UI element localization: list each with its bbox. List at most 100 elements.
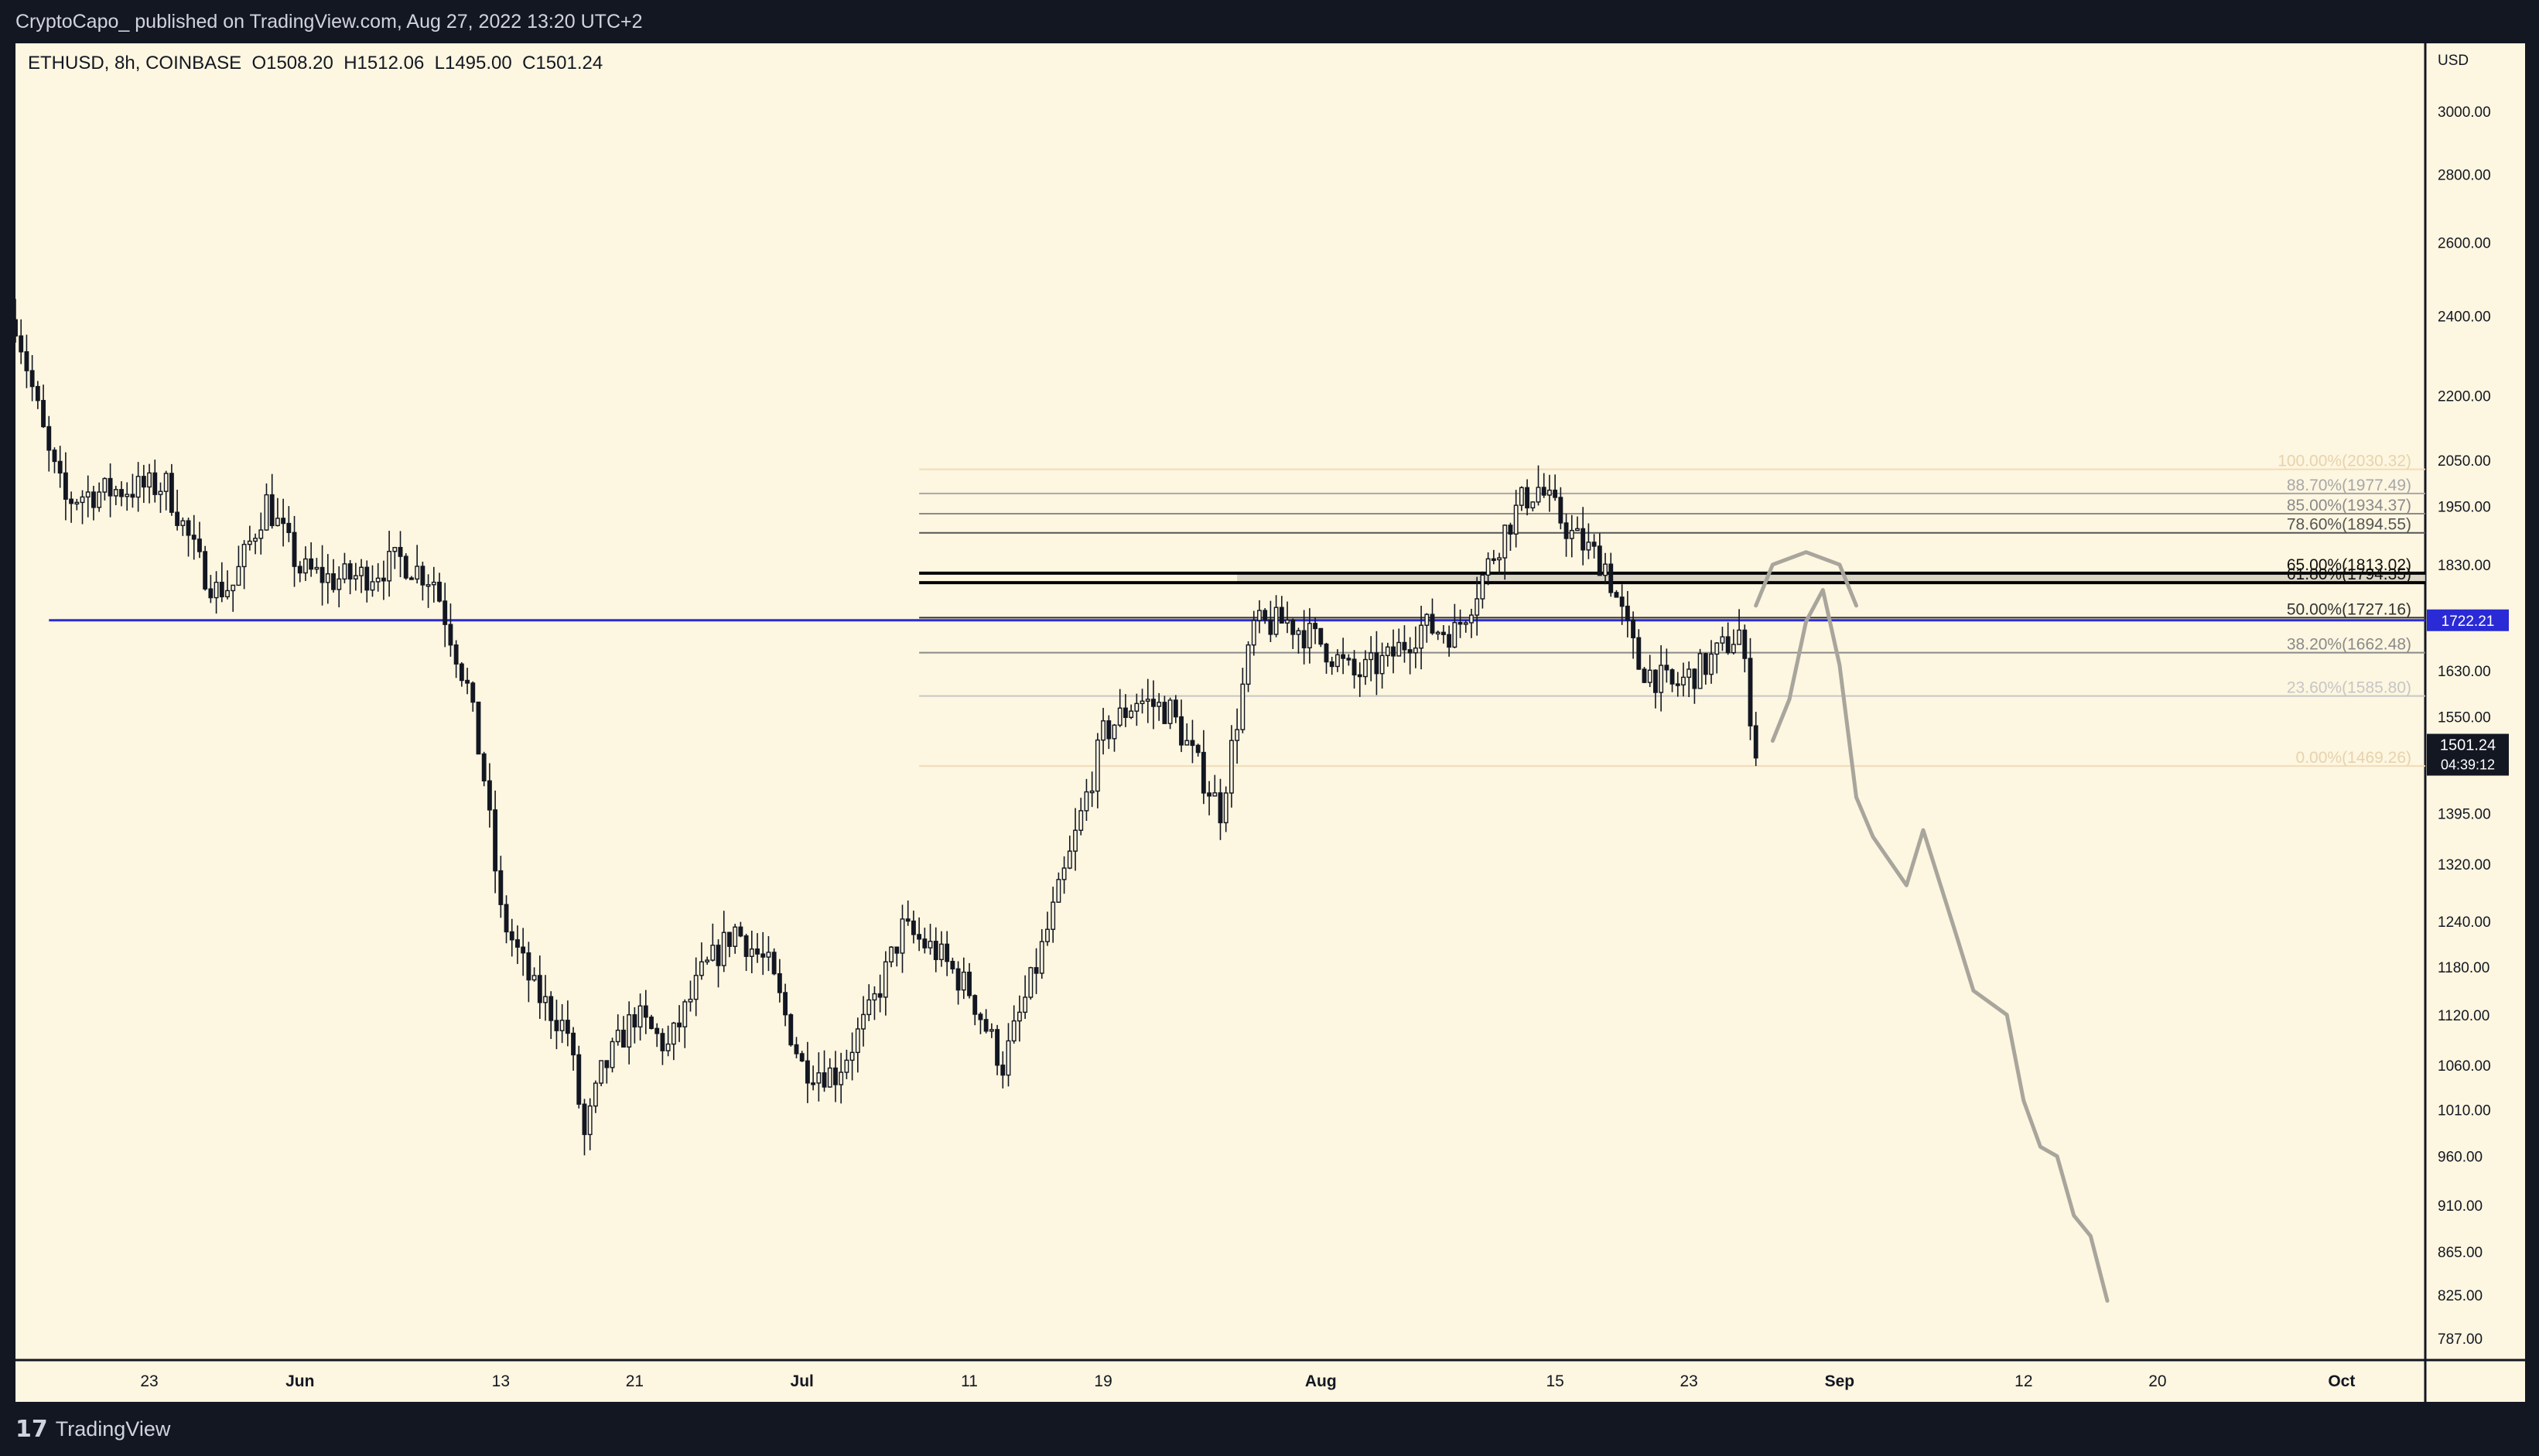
candle[interactable]	[1580, 528, 1586, 551]
candle[interactable]	[504, 904, 509, 933]
candle[interactable]	[1195, 744, 1201, 754]
candle[interactable]	[203, 551, 208, 590]
candle[interactable]	[721, 931, 726, 966]
candle[interactable]	[1519, 487, 1524, 506]
candle[interactable]	[1536, 487, 1541, 503]
candle[interactable]	[1737, 629, 1742, 645]
candle[interactable]	[1457, 622, 1463, 625]
candle[interactable]	[57, 460, 63, 474]
candle[interactable]	[1563, 522, 1569, 539]
candle[interactable]	[1263, 610, 1268, 620]
candle[interactable]	[141, 476, 146, 488]
candle[interactable]	[688, 998, 693, 1003]
candle[interactable]	[24, 351, 29, 371]
candle[interactable]	[1290, 619, 1296, 635]
candle[interactable]	[113, 489, 118, 497]
candle[interactable]	[1508, 525, 1513, 535]
candle[interactable]	[487, 780, 492, 811]
candle[interactable]	[1692, 668, 1697, 689]
candle[interactable]	[1619, 596, 1625, 607]
candle[interactable]	[866, 999, 872, 1016]
tradingview-logo-icon[interactable]: 𝟭𝟳	[15, 1416, 48, 1442]
candle[interactable]	[1268, 619, 1273, 635]
projection-path[interactable]	[1770, 588, 2110, 1303]
candle[interactable]	[515, 939, 520, 948]
candle[interactable]	[833, 1067, 838, 1085]
candle[interactable]	[509, 931, 514, 941]
candle[interactable]	[877, 993, 883, 998]
candle[interactable]	[29, 370, 35, 388]
candle[interactable]	[627, 1014, 632, 1048]
candle[interactable]	[1101, 720, 1106, 741]
candle[interactable]	[610, 1041, 615, 1068]
candle[interactable]	[1067, 850, 1072, 869]
candle[interactable]	[900, 918, 905, 954]
candle[interactable]	[1513, 504, 1519, 535]
candle[interactable]	[671, 1022, 676, 1045]
candle[interactable]	[320, 566, 325, 583]
candle[interactable]	[1614, 592, 1619, 598]
candle[interactable]	[1385, 646, 1390, 657]
candle[interactable]	[1296, 630, 1301, 635]
candle[interactable]	[247, 540, 252, 545]
candle[interactable]	[637, 1005, 643, 1028]
candle[interactable]	[309, 558, 314, 570]
candle[interactable]	[1731, 644, 1736, 654]
candle[interactable]	[453, 644, 459, 665]
candle[interactable]	[733, 926, 738, 947]
candle[interactable]	[498, 870, 504, 905]
candle[interactable]	[883, 961, 888, 998]
candle[interactable]	[1435, 631, 1440, 635]
candle[interactable]	[928, 941, 933, 948]
candle[interactable]	[1228, 740, 1234, 794]
candle[interactable]	[1753, 725, 1758, 759]
candle[interactable]	[437, 581, 442, 602]
candle[interactable]	[281, 518, 286, 525]
candle[interactable]	[1073, 829, 1078, 852]
candle[interactable]	[459, 663, 464, 682]
candle[interactable]	[632, 1014, 637, 1028]
candle[interactable]	[855, 1028, 860, 1054]
candle[interactable]	[1078, 810, 1084, 831]
candle[interactable]	[1173, 699, 1178, 718]
candle[interactable]	[375, 577, 381, 583]
candle[interactable]	[766, 952, 771, 958]
candle[interactable]	[593, 1082, 598, 1107]
candle[interactable]	[1117, 707, 1123, 726]
candle[interactable]	[1218, 792, 1223, 824]
candle[interactable]	[387, 551, 392, 582]
candle[interactable]	[839, 1071, 844, 1085]
candle[interactable]	[1659, 665, 1664, 693]
candle[interactable]	[565, 1020, 570, 1034]
candle[interactable]	[1084, 791, 1089, 812]
candle[interactable]	[771, 952, 777, 975]
candle[interactable]	[1608, 563, 1614, 593]
candle[interactable]	[381, 577, 386, 582]
candle[interactable]	[604, 1060, 610, 1068]
candle[interactable]	[699, 961, 704, 976]
candle[interactable]	[1112, 724, 1117, 740]
candle[interactable]	[314, 566, 320, 570]
candle[interactable]	[241, 543, 247, 568]
candle[interactable]	[799, 1053, 805, 1062]
candle[interactable]	[1742, 629, 1748, 659]
candle[interactable]	[905, 918, 911, 922]
candle[interactable]	[1023, 996, 1028, 1013]
candle[interactable]	[1167, 699, 1173, 724]
candle[interactable]	[415, 566, 420, 580]
candle[interactable]	[303, 558, 308, 574]
candle[interactable]	[364, 566, 370, 591]
candle[interactable]	[755, 948, 760, 955]
interval[interactable]: 8h	[114, 53, 135, 73]
candle[interactable]	[1709, 653, 1714, 675]
candle[interactable]	[19, 335, 24, 353]
price-axis-panel[interactable]	[2425, 43, 2525, 1402]
candle[interactable]	[1162, 702, 1167, 724]
candle[interactable]	[939, 943, 944, 960]
candle[interactable]	[1440, 631, 1446, 635]
candle[interactable]	[788, 1013, 794, 1046]
candle[interactable]	[576, 1054, 582, 1105]
candle[interactable]	[571, 1032, 576, 1056]
candle[interactable]	[1475, 598, 1480, 616]
candle[interactable]	[950, 961, 955, 970]
